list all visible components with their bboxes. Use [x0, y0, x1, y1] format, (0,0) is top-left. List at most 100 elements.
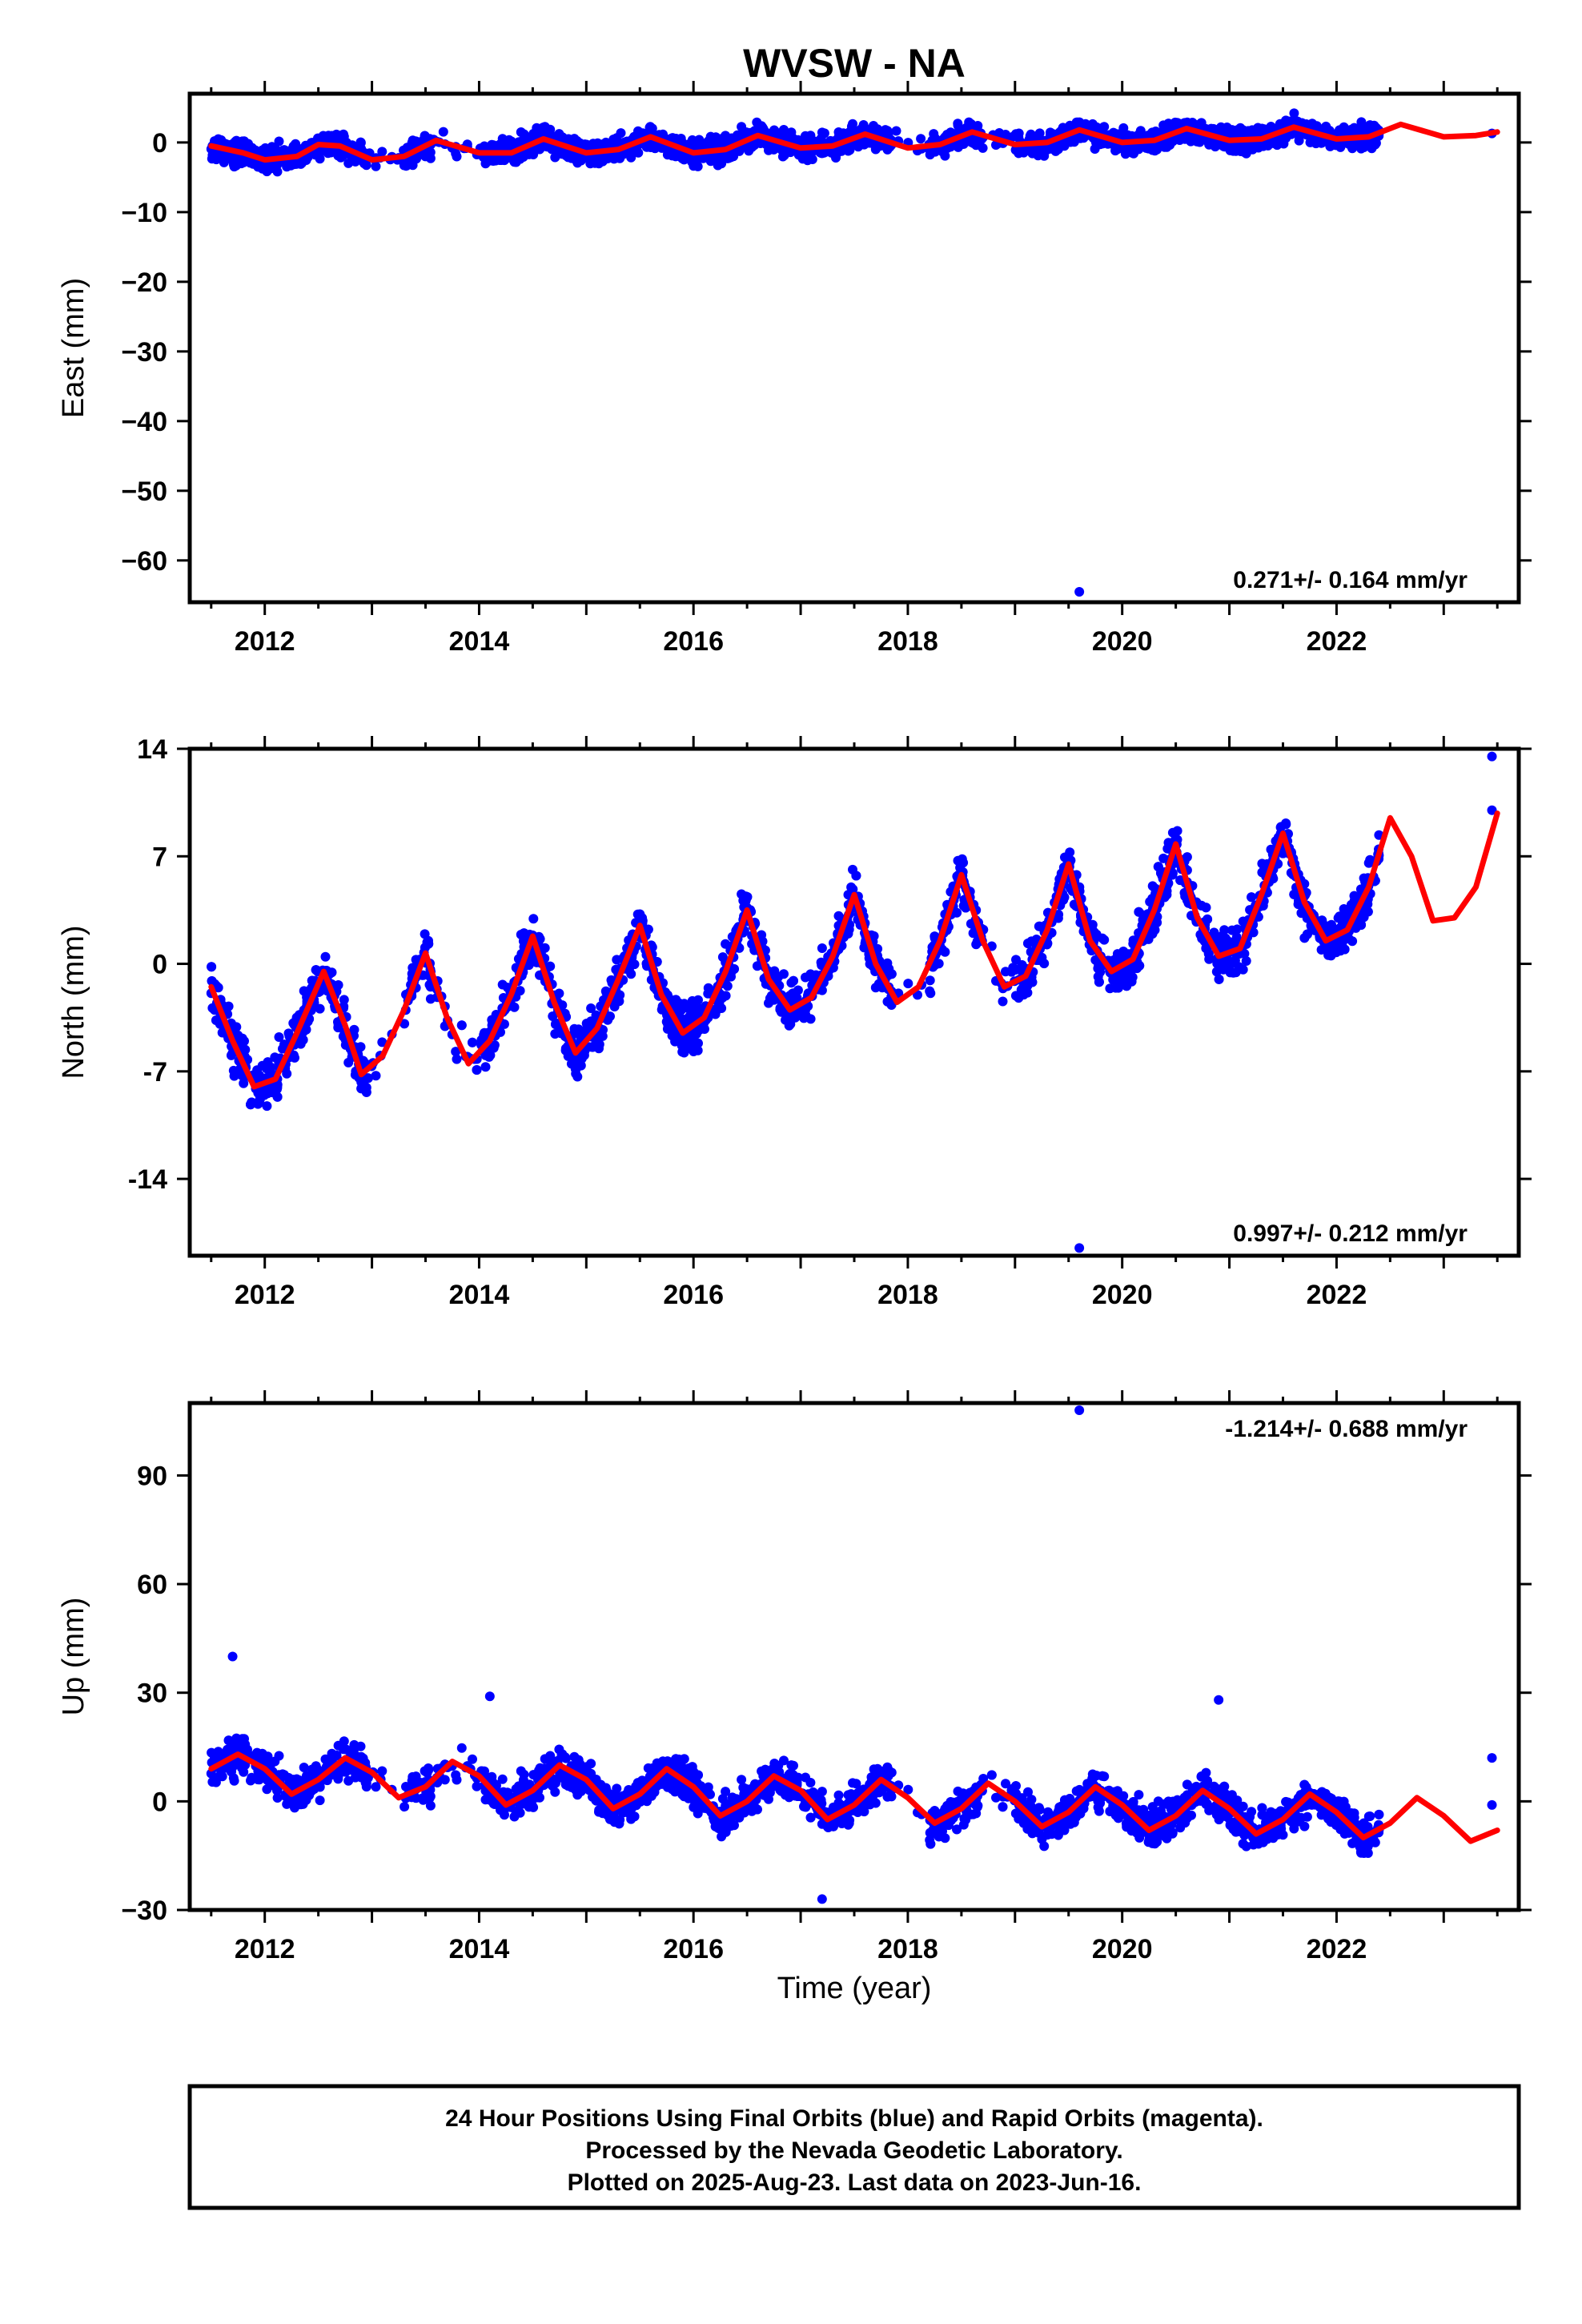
- east-point: [710, 155, 721, 166]
- east-point: [1197, 134, 1207, 144]
- north-point: [560, 1045, 571, 1055]
- east-y-tick-label: −40: [121, 407, 167, 437]
- north-point: [673, 1004, 683, 1015]
- north-point: [643, 924, 653, 935]
- east-point: [1099, 122, 1110, 132]
- north-x-tick-label: 2016: [663, 1280, 724, 1310]
- north-point: [424, 979, 435, 990]
- north-point: [769, 995, 779, 1005]
- north-point: [1175, 875, 1186, 886]
- north-point: [1289, 889, 1299, 899]
- north-y-tick-label: 14: [137, 734, 167, 765]
- north-point: [680, 1015, 690, 1026]
- east-point: [261, 147, 271, 157]
- north-point: [355, 1042, 366, 1052]
- north-point: [480, 1027, 489, 1038]
- north-point: [851, 870, 861, 881]
- north-point: [468, 1037, 477, 1047]
- north-point: [752, 961, 762, 971]
- east-point: [371, 161, 381, 171]
- north-y-tick-label: -7: [143, 1057, 167, 1088]
- north-point: [411, 955, 421, 965]
- north-point: [1167, 868, 1178, 879]
- north-point: [693, 1038, 703, 1048]
- north-rate-label: 0.997+/- 0.212 mm/yr: [1233, 1220, 1468, 1247]
- east-point: [1034, 128, 1045, 139]
- north-point: [320, 951, 331, 962]
- north-point: [422, 937, 432, 947]
- north-point: [1230, 955, 1240, 966]
- east-point: [339, 135, 349, 146]
- east-point: [1356, 143, 1367, 154]
- north-point: [1026, 936, 1037, 947]
- north-point: [1281, 818, 1291, 828]
- east-point: [438, 127, 448, 137]
- east-frame: [187, 91, 1521, 605]
- north-point: [612, 955, 622, 965]
- east-point: [594, 157, 604, 167]
- east-point: [551, 146, 561, 156]
- north-point: [998, 996, 1008, 1007]
- north-point: [1172, 826, 1182, 836]
- north-x-ticks: 2012 2014 2016 2018 2020 2022: [210, 736, 1499, 1310]
- east-y-tick-label: 0: [152, 128, 167, 159]
- north-point: [886, 999, 897, 1010]
- north-point: [1320, 944, 1331, 955]
- east-y-ticks: 0−10−20−30−40−50−60: [121, 128, 1532, 577]
- north-point: [805, 969, 816, 979]
- north-point: [903, 979, 913, 989]
- east-point: [787, 133, 797, 143]
- north-point: [789, 975, 798, 986]
- east-point: [953, 120, 963, 131]
- north-point: [371, 1071, 381, 1081]
- east-point: [315, 154, 325, 164]
- east-point: [1239, 141, 1249, 151]
- north-point: [266, 1062, 276, 1072]
- north-x-tick-label: 2018: [877, 1280, 938, 1310]
- north-point: [782, 1015, 793, 1026]
- north-point: [687, 995, 697, 1006]
- east-point: [679, 155, 689, 165]
- north-point: [1201, 903, 1211, 913]
- north-point: [420, 929, 430, 939]
- east-point: [1267, 136, 1278, 147]
- north-point: [1122, 981, 1132, 991]
- east-point: [615, 153, 625, 163]
- east-point: [916, 134, 926, 144]
- north-point: [298, 1035, 308, 1045]
- east-point: [262, 167, 272, 177]
- north-point: [1247, 892, 1257, 903]
- east-point: [1046, 143, 1057, 154]
- north-point: [785, 991, 795, 1001]
- north-point: [1001, 967, 1010, 977]
- north-point: [497, 979, 508, 990]
- east-point: [282, 162, 292, 172]
- north-point: [1094, 977, 1104, 987]
- north-point: [229, 1071, 239, 1081]
- north-point: [1133, 960, 1143, 971]
- chart-title: WVSW - NA: [743, 41, 966, 86]
- north-outlier-point: [1487, 751, 1497, 762]
- north-point: [953, 855, 963, 866]
- north-point: [1346, 899, 1356, 910]
- east-point: [333, 151, 343, 161]
- north-point: [1099, 935, 1110, 945]
- north-x-tick-label: 2012: [235, 1280, 295, 1310]
- north-point: [729, 964, 739, 974]
- north-point: [1138, 915, 1148, 925]
- east-point: [288, 143, 299, 153]
- north-point: [452, 1054, 462, 1064]
- east-point: [839, 143, 849, 153]
- north-point: [597, 1031, 608, 1041]
- east-point: [1147, 127, 1158, 138]
- north-point: [247, 1097, 257, 1108]
- north-point: [551, 1019, 560, 1029]
- north-point: [1215, 938, 1224, 948]
- east-point: [452, 151, 462, 162]
- east-y-tick-label: −60: [121, 546, 167, 577]
- east-point: [1039, 151, 1050, 161]
- north-point: [1123, 964, 1134, 975]
- north-point: [1201, 943, 1211, 954]
